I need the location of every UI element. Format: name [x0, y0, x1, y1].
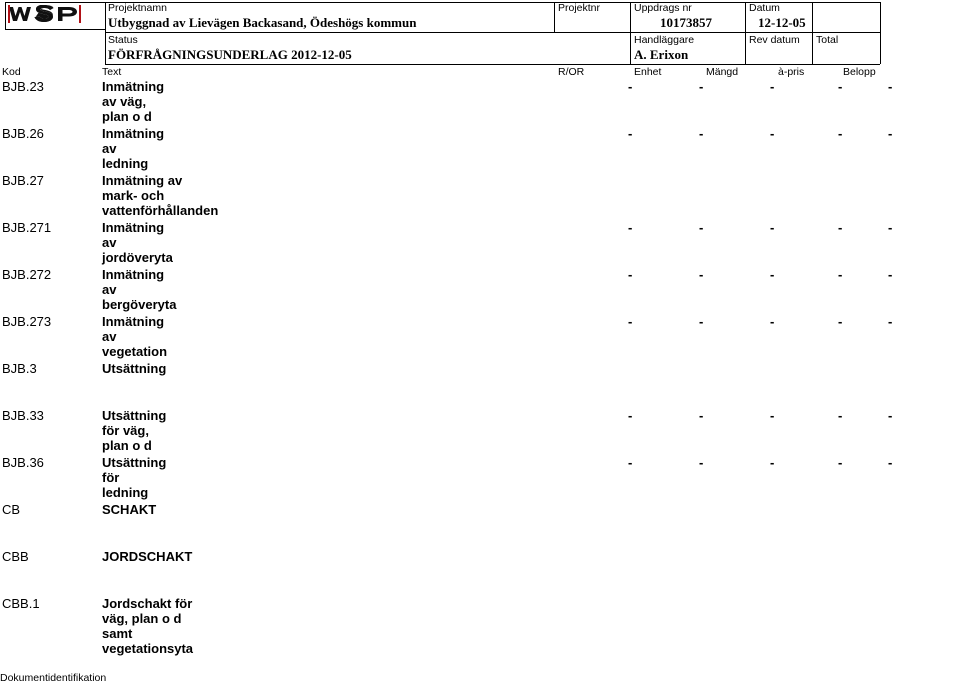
dash: -	[628, 79, 632, 94]
kod: CB	[2, 502, 20, 517]
kod: BJB.272	[2, 267, 51, 282]
text: Inmätning av ledning	[102, 126, 164, 171]
text: Utsättning för ledning	[102, 455, 166, 500]
value-projektnr: 10173857	[660, 15, 712, 31]
value-projektnamn: Utbyggnad av Lievägen Backasand, Ödeshög…	[108, 15, 416, 31]
label-projektnr: Projektnr	[558, 2, 600, 14]
dash: -	[699, 455, 703, 470]
line	[105, 2, 106, 64]
label-revdatum: Rev datum	[749, 34, 800, 46]
kod: BJB.271	[2, 220, 51, 235]
col-kod: Kod	[2, 66, 21, 78]
dash: -	[770, 220, 774, 235]
dash: -	[770, 408, 774, 423]
text: Inmätning av vegetation	[102, 314, 167, 359]
line	[745, 2, 746, 64]
dash: -	[770, 79, 774, 94]
value-status: FÖRFRÅGNINGSUNDERLAG 2012-12-05	[108, 47, 352, 63]
dash: -	[888, 79, 892, 94]
dash: -	[770, 455, 774, 470]
dash: -	[888, 408, 892, 423]
kod: BJB.33	[2, 408, 44, 423]
line	[880, 2, 881, 64]
dash: -	[838, 314, 842, 329]
text: JORDSCHAKT	[102, 549, 192, 564]
kod: BJB.23	[2, 79, 44, 94]
dash: -	[628, 220, 632, 235]
label-datum: Datum	[749, 2, 780, 14]
dash: -	[770, 314, 774, 329]
dash: -	[838, 220, 842, 235]
text: Utsättning	[102, 361, 166, 376]
dash: -	[699, 79, 703, 94]
dash: -	[699, 220, 703, 235]
dash: -	[628, 314, 632, 329]
dash: -	[770, 126, 774, 141]
dash: -	[628, 408, 632, 423]
kod: BJB.3	[2, 361, 37, 376]
logo-cell	[5, 3, 100, 25]
col-apris: à-pris	[778, 66, 804, 78]
dash: -	[699, 267, 703, 282]
kod: CBB	[2, 549, 29, 564]
dash: -	[628, 267, 632, 282]
col-text: Text	[102, 66, 121, 78]
dash: -	[699, 408, 703, 423]
kod: BJB.27	[2, 173, 44, 188]
kod: BJB.36	[2, 455, 44, 470]
dash: -	[838, 267, 842, 282]
line	[554, 2, 555, 32]
dash: -	[888, 126, 892, 141]
dash: -	[888, 314, 892, 329]
dash: -	[699, 314, 703, 329]
line	[105, 64, 880, 65]
col-mangd: Mängd	[706, 66, 738, 78]
dash: -	[770, 267, 774, 282]
line	[812, 2, 813, 64]
dash: -	[628, 126, 632, 141]
kod: CBB.1	[2, 596, 40, 611]
text: Jordschakt för väg, plan o d samt vegeta…	[102, 596, 193, 656]
dash: -	[838, 79, 842, 94]
dash: -	[838, 455, 842, 470]
dash: -	[699, 126, 703, 141]
dash: -	[628, 455, 632, 470]
label-total: Total	[816, 34, 838, 46]
line	[630, 2, 631, 64]
dash: -	[888, 455, 892, 470]
col-ror: R/OR	[558, 66, 584, 78]
text: Inmätning av väg, plan o d	[102, 79, 164, 124]
line	[5, 29, 105, 30]
kod: BJB.273	[2, 314, 51, 329]
label-status: Status	[108, 34, 138, 46]
wsp-logo	[8, 5, 98, 23]
text: Utsättning för väg, plan o d	[102, 408, 166, 453]
value-handlaggare: A. Erixon	[634, 47, 688, 63]
line	[105, 32, 880, 33]
text: Inmätning av mark- och vattenförhållande…	[102, 173, 218, 218]
dash: -	[888, 220, 892, 235]
value-datum: 12-12-05	[758, 15, 806, 31]
page: Projektnamn Projektnr Uppdrags nr Datum …	[0, 0, 960, 686]
label-uppdragsnr: Uppdrags nr	[634, 2, 692, 14]
label-projektnamn: Projektnamn	[108, 2, 167, 14]
text: Inmätning av bergöveryta	[102, 267, 176, 312]
text: SCHAKT	[102, 502, 156, 517]
dash: -	[838, 408, 842, 423]
label-handlaggare: Handläggare	[634, 34, 694, 46]
text: Inmätning av jordöveryta	[102, 220, 173, 265]
col-enhet: Enhet	[634, 66, 661, 78]
col-belopp: Belopp	[843, 66, 876, 78]
kod: BJB.26	[2, 126, 44, 141]
footer-dokid: Dokumentidentifikation	[0, 672, 106, 684]
dash: -	[888, 267, 892, 282]
dash: -	[838, 126, 842, 141]
